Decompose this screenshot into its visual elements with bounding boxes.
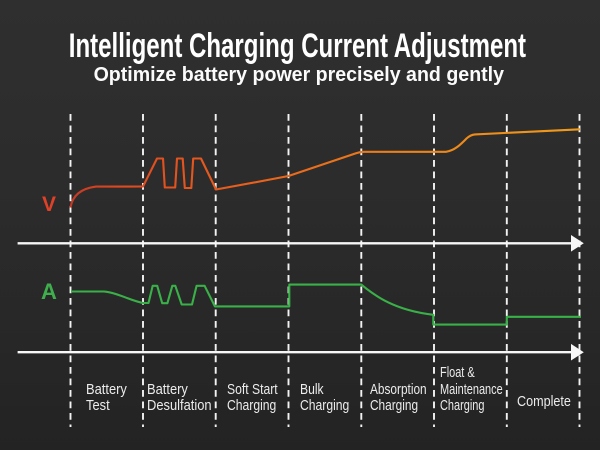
svg-text:A: A — [41, 279, 57, 304]
svg-text:V: V — [42, 193, 56, 216]
